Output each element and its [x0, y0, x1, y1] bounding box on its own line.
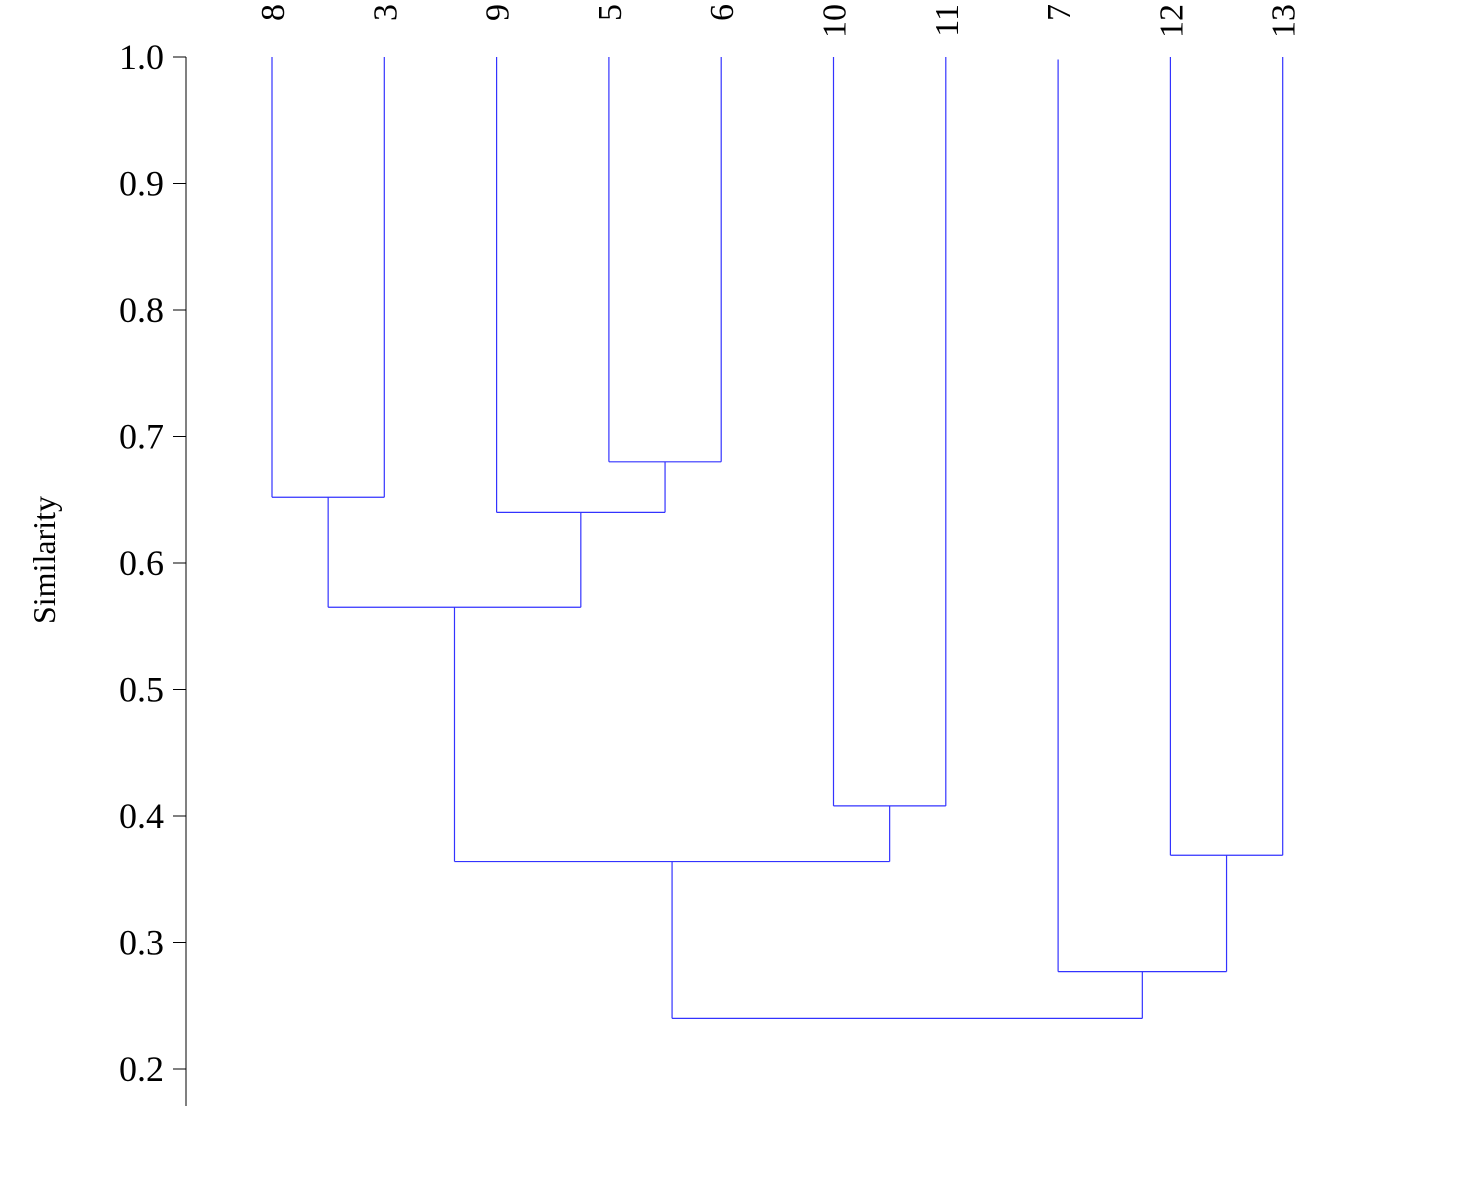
leaf-label: 6 [704, 4, 741, 21]
y-tick-label: 0.4 [119, 796, 164, 836]
leaf-label: 3 [367, 4, 404, 21]
y-tick-label: 0.2 [119, 1049, 164, 1089]
dendrogram-tree [271, 57, 1284, 1020]
y-tick-label: 0.5 [119, 670, 164, 710]
y-tick-label: 0.6 [119, 543, 164, 583]
y-tick-label: 1.0 [119, 37, 164, 77]
y-tick-label: 0.8 [119, 290, 164, 330]
y-axis-label: Similarity [26, 496, 62, 624]
leaf-label: 8 [255, 4, 292, 21]
leaf-label: 10 [817, 4, 854, 38]
y-tick-label: 0.9 [119, 164, 164, 204]
leaf-label: 13 [1266, 4, 1303, 38]
leaf-label: 9 [480, 4, 517, 21]
y-tick-label: 0.3 [119, 923, 164, 963]
leaf-label: 7 [1041, 4, 1078, 21]
y-axis: 1.0 0.9 0.8 0.7 0.6 0.5 0.4 0.3 0.2 [119, 37, 187, 1106]
leaf-label: 5 [592, 4, 629, 21]
leaf-label: 12 [1153, 4, 1190, 38]
leaf-label: 11 [929, 4, 966, 37]
leaf-labels: 8 3 9 5 6 10 11 7 12 13 [255, 4, 1303, 38]
y-tick-label: 0.7 [119, 417, 164, 457]
